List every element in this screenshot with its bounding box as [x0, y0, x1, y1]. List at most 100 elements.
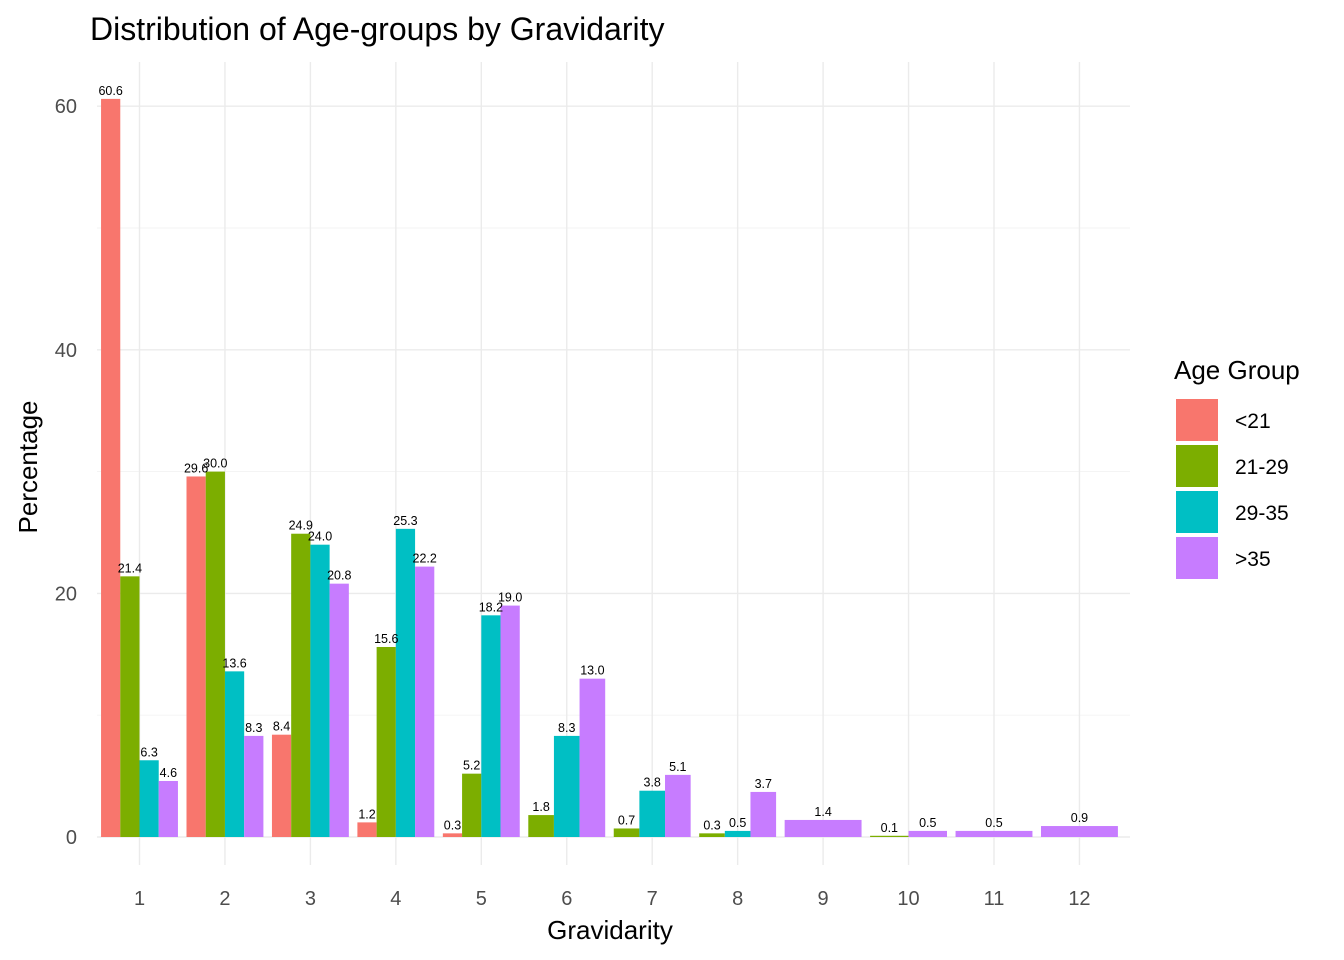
bar-35-g12: [1041, 826, 1118, 837]
legend-label: <21: [1235, 410, 1271, 433]
bar-2935-g1: [139, 760, 159, 837]
bar-35-g3: [329, 583, 349, 837]
data-label: 0.1: [881, 821, 898, 835]
chart-title: Distribution of Age-groups by Gravidarit…: [90, 11, 664, 47]
bar-21-g2: [186, 476, 206, 837]
bar-35-g2: [244, 735, 264, 837]
bar-21-g4: [357, 822, 377, 837]
data-label: 13.0: [580, 664, 604, 678]
y-tick-label: 40: [55, 340, 77, 362]
bar-35-g1: [158, 780, 178, 837]
bar-35-g7: [665, 774, 691, 837]
data-label: 0.7: [618, 813, 635, 827]
bar-2935-g3: [310, 544, 330, 837]
bar-21-g3: [271, 734, 292, 837]
bar-35-g4: [415, 566, 435, 837]
data-label: 0.5: [919, 816, 936, 830]
bar-35-g10: [908, 830, 947, 837]
x-tick-label: 8: [732, 888, 743, 910]
legend-label: 21-29: [1235, 456, 1289, 479]
data-label: 0.3: [444, 818, 461, 832]
data-label: 21.4: [118, 561, 142, 575]
data-label: 0.5: [985, 816, 1002, 830]
bar-21-g5: [442, 833, 463, 837]
data-label: 13.6: [222, 656, 246, 670]
data-label: 29.6: [184, 461, 208, 475]
data-label: 25.3: [393, 514, 417, 528]
data-label: 22.2: [413, 552, 437, 566]
data-label: 6.3: [140, 745, 157, 759]
data-label: 5.1: [669, 760, 686, 774]
bar-35-g8: [750, 791, 777, 837]
y-tick-label: 0: [66, 827, 77, 849]
bar-2129-g6: [528, 815, 554, 837]
bar-2129-g7: [613, 828, 640, 837]
bar-35-g5: [500, 605, 520, 837]
bar-35-g11: [955, 830, 1033, 837]
bar-2935-g6: [553, 735, 580, 837]
x-axis-title: Gravidarity: [547, 915, 673, 945]
grid-lines: [97, 62, 1130, 865]
bar-2129-g5: [462, 773, 482, 837]
data-label: 1.2: [358, 807, 375, 821]
bar-35-g6: [579, 678, 606, 837]
data-label: 1.8: [532, 800, 549, 814]
x-tick-label: 3: [305, 888, 316, 910]
legend-title: Age Group: [1174, 355, 1300, 385]
y-tick-label: 20: [55, 583, 77, 605]
x-tick-label: 5: [476, 888, 487, 910]
legend-key-21: [1176, 399, 1218, 441]
data-label: 30.0: [203, 457, 227, 471]
bar-2935-g8: [724, 830, 751, 837]
x-tick-label: 12: [1068, 888, 1090, 910]
data-label: 8.3: [558, 721, 575, 735]
data-label: 3.8: [644, 776, 661, 790]
data-label: 0.5: [729, 816, 746, 830]
x-tick-label: 1: [134, 888, 145, 910]
bar-2129-g2: [205, 471, 225, 837]
bar-2935-g7: [639, 790, 666, 837]
bar-21-g1: [101, 98, 121, 838]
data-label: 19.0: [498, 591, 522, 605]
data-label: 18.2: [479, 600, 503, 614]
bar-2935-g2: [224, 671, 245, 837]
data-label: 8.3: [245, 721, 262, 735]
legend-label: >35: [1235, 548, 1271, 571]
data-label: 4.6: [160, 766, 177, 780]
y-tick-label: 60: [55, 96, 77, 118]
x-tick-label: 10: [897, 888, 919, 910]
data-label: 8.4: [273, 720, 290, 734]
data-label: 15.6: [374, 632, 398, 646]
data-label: 24.0: [308, 530, 332, 544]
bar-2129-g1: [120, 576, 140, 837]
data-label: 1.4: [814, 805, 831, 819]
x-tick-label: 11: [984, 888, 1005, 910]
legend-key-2935: [1176, 491, 1218, 533]
legend-key-35: [1176, 537, 1218, 579]
y-axis-title: Percentage: [13, 401, 43, 534]
bar-2129-g4: [376, 646, 396, 837]
x-tick-label: 9: [818, 888, 829, 910]
legend-label: 29-35: [1235, 502, 1289, 525]
bar-35-g9: [784, 819, 862, 837]
bar-2935-g5: [481, 615, 501, 837]
x-tick-label: 6: [561, 888, 572, 910]
data-labels: 60.6 21.4 6.34.6 29.630.0 13.6 8.3 8.4 24.924.0…: [98, 84, 1088, 835]
legend: Age Group <21 21-29 29-35 >35: [1174, 355, 1300, 579]
data-label: 3.7: [755, 777, 772, 791]
data-label: 24.9: [289, 519, 313, 533]
x-tick-label: 4: [390, 888, 401, 910]
data-label: 60.6: [98, 84, 122, 98]
bar-2129-g10: [870, 835, 909, 837]
bars: [101, 98, 1118, 838]
data-label: 0.3: [703, 818, 720, 832]
data-label: 5.2: [463, 759, 480, 773]
bar-2129-g8: [699, 833, 725, 837]
data-label: 20.8: [327, 569, 351, 583]
x-tick-label: 2: [219, 888, 230, 910]
legend-key-2129: [1176, 445, 1218, 487]
bar-2129-g3: [291, 533, 311, 837]
bar-2935-g4: [395, 528, 416, 837]
